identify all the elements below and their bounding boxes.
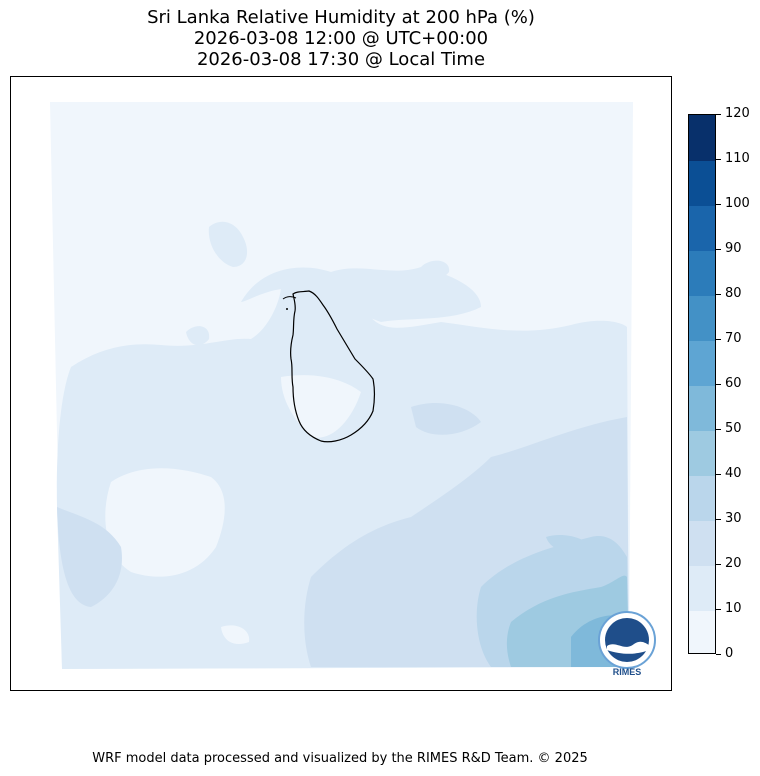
title-line-1: Sri Lanka Relative Humidity at 200 hPa (… bbox=[147, 7, 535, 28]
colorbar-segment bbox=[689, 565, 715, 611]
colorbar-tick-label: 0 bbox=[725, 646, 734, 661]
humidity-hole-3 bbox=[221, 625, 250, 645]
humidity-band-2-mid bbox=[411, 402, 481, 435]
colorbar-tick-label: 120 bbox=[725, 106, 750, 121]
colorbar-tick-label: 110 bbox=[725, 151, 750, 166]
colorbar-tick-label: 50 bbox=[725, 421, 742, 436]
colorbar-segment bbox=[689, 250, 715, 296]
colorbar-tick-label: 100 bbox=[725, 196, 750, 211]
colorbar-segment bbox=[689, 475, 715, 521]
colorbar-segment bbox=[689, 520, 715, 566]
colorbar-tick-label: 70 bbox=[725, 331, 742, 346]
colorbar bbox=[688, 114, 716, 654]
title-line-3: 2026-03-08 17:30 @ Local Time bbox=[196, 49, 486, 70]
colorbar-tick-label: 80 bbox=[725, 286, 742, 301]
colorbar-tick-label: 40 bbox=[725, 466, 742, 481]
svg-text:RIMES: RIMES bbox=[613, 667, 642, 677]
colorbar-segment bbox=[689, 430, 715, 476]
colorbar-tick bbox=[716, 654, 721, 655]
title-line-2: 2026-03-08 12:00 @ UTC+00:00 bbox=[193, 28, 489, 49]
colorbar-tick-label: 30 bbox=[725, 511, 742, 526]
colorbar-tick-label: 10 bbox=[725, 601, 742, 616]
colorbar-tick bbox=[716, 384, 721, 385]
map-panel bbox=[10, 76, 672, 691]
colorbar-segment bbox=[689, 385, 715, 431]
rimes-logo-icon: RIMES bbox=[598, 611, 656, 677]
humidity-blob-1 bbox=[208, 221, 248, 267]
colorbar-tick bbox=[716, 519, 721, 520]
footer-credit: WRF model data processed and visualized … bbox=[92, 751, 588, 766]
humidity-map bbox=[50, 102, 633, 669]
colorbar-tick bbox=[716, 339, 721, 340]
colorbar-tick bbox=[716, 609, 721, 610]
humidity-blob-3 bbox=[186, 326, 210, 346]
colorbar-tick bbox=[716, 564, 721, 565]
colorbar-tick-label: 90 bbox=[725, 241, 742, 256]
chart-title: Sri Lanka Relative Humidity at 200 hPa (… bbox=[10, 7, 672, 70]
colorbar-segment bbox=[689, 295, 715, 341]
colorbar-segment bbox=[689, 340, 715, 386]
coastline-islet bbox=[286, 308, 288, 310]
colorbar-tick-label: 60 bbox=[725, 376, 742, 391]
colorbar-tick-label: 20 bbox=[725, 556, 742, 571]
colorbar-segment bbox=[689, 205, 715, 251]
humidity-band-1-north bbox=[241, 267, 481, 322]
jaffna-peninsula bbox=[282, 296, 297, 300]
colorbar-segment bbox=[689, 610, 715, 653]
colorbar-tick bbox=[716, 159, 721, 160]
humidity-band-3-blob bbox=[546, 535, 589, 552]
humidity-blob-2 bbox=[421, 260, 450, 279]
sri-lanka-coastline bbox=[290, 290, 376, 443]
colorbar-tick bbox=[716, 204, 721, 205]
colorbar-segment bbox=[689, 115, 715, 161]
humidity-band-2-west bbox=[57, 507, 122, 607]
humidity-hole-1 bbox=[105, 468, 225, 577]
colorbar-tick bbox=[716, 429, 721, 430]
colorbar-segment bbox=[689, 160, 715, 206]
humidity-hole-2 bbox=[281, 375, 361, 438]
colorbar-tick bbox=[716, 474, 721, 475]
colorbar-tick bbox=[716, 249, 721, 250]
colorbar-tick bbox=[716, 294, 721, 295]
colorbar-tick bbox=[716, 114, 721, 115]
